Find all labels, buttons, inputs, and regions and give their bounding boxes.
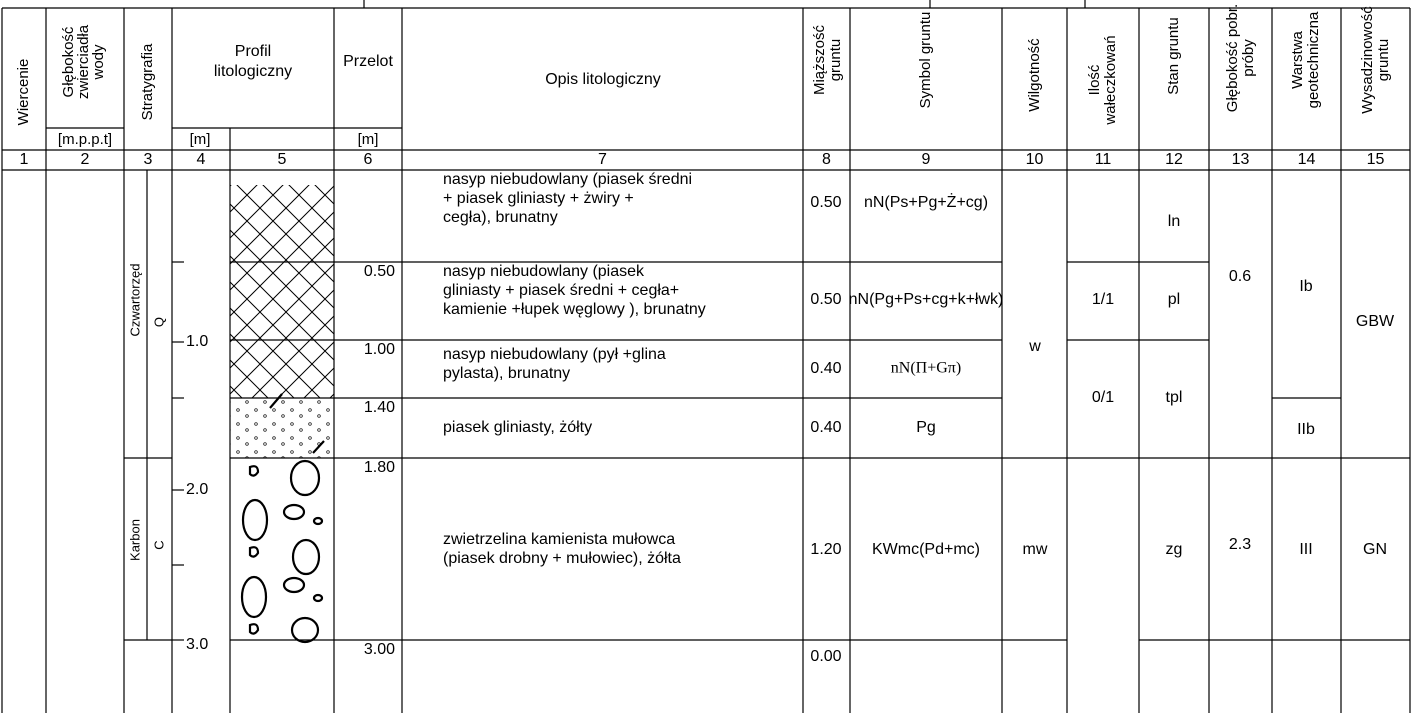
lithology-text: gliniasty + piasek średni + cegła+ bbox=[443, 282, 679, 299]
fill-pattern-sand bbox=[230, 398, 334, 458]
header-title: wałeczkowań bbox=[1102, 35, 1119, 125]
soil-symbol: KWmc(Pd+mc) bbox=[872, 541, 980, 558]
column-number: 12 bbox=[1165, 151, 1183, 168]
header-title: Głębokość pobr. bbox=[1224, 4, 1241, 112]
frost-class: GBW bbox=[1356, 313, 1395, 330]
header-title: geotechniczna bbox=[1305, 11, 1322, 108]
header-title: Profil bbox=[235, 43, 271, 60]
header-title: Warstwa bbox=[1289, 30, 1306, 88]
roll-count: 1/1 bbox=[1092, 291, 1114, 308]
header-title: Wilgotność bbox=[1026, 38, 1043, 112]
thickness: 0.40 bbox=[810, 360, 841, 377]
interval-top: 1.00 bbox=[364, 341, 395, 358]
fill-pattern-embankment bbox=[230, 185, 334, 398]
lithology-text: nasyp niebudowlany (piasek średni bbox=[443, 171, 692, 188]
soil-symbol: nN(Π+Gπ) bbox=[891, 360, 961, 377]
thickness: 0.50 bbox=[810, 291, 841, 308]
header-title: Miąższość bbox=[811, 24, 828, 95]
header-title: Przelot bbox=[343, 53, 393, 70]
depth-label: 1.0 bbox=[186, 333, 208, 350]
column-number: 7 bbox=[598, 151, 607, 168]
header-title: Stan gruntu bbox=[1165, 17, 1182, 95]
sample-depth: 2.3 bbox=[1229, 536, 1251, 553]
geotechnical-layer: Ib bbox=[1299, 278, 1312, 295]
column-number: 1 bbox=[20, 151, 29, 168]
column-number: 8 bbox=[822, 151, 831, 168]
borehole-log: WiercenieGłębokośćzwierciadławodyStratyg… bbox=[0, 0, 1417, 713]
header-title: gruntu bbox=[827, 39, 844, 82]
depth-label: 3.0 bbox=[186, 636, 208, 653]
stratigraphy-name: Karbon bbox=[127, 519, 142, 561]
interval-top: 3.00 bbox=[364, 641, 395, 658]
thickness: 1.20 bbox=[810, 541, 841, 558]
soil-symbol: Pg bbox=[916, 419, 936, 436]
header-unit: [m.p.p.t] bbox=[58, 131, 112, 148]
moisture: w bbox=[1028, 338, 1041, 355]
geotechnical-layer: IIb bbox=[1297, 421, 1315, 438]
column-number: 6 bbox=[364, 151, 373, 168]
soil-state: zg bbox=[1166, 541, 1183, 558]
header-title: Wysadzinowość bbox=[1359, 6, 1376, 114]
column-number: 5 bbox=[278, 151, 287, 168]
header-title: Symbol gruntu bbox=[917, 12, 934, 109]
header-unit: [m] bbox=[358, 131, 379, 148]
lithology-text: pylasta), brunatny bbox=[443, 365, 570, 382]
sample-depth: 0.6 bbox=[1229, 268, 1251, 285]
thickness: 0.40 bbox=[810, 419, 841, 436]
header-title: wody bbox=[90, 44, 107, 81]
interval-top: 1.80 bbox=[364, 459, 395, 476]
page: WiercenieGłębokośćzwierciadławodyStratyg… bbox=[0, 0, 1417, 713]
stratigraphy-symbol: Q bbox=[151, 317, 166, 327]
soil-state: tpl bbox=[1166, 389, 1183, 406]
background bbox=[0, 0, 1417, 713]
header-unit: [m] bbox=[190, 131, 211, 148]
column-number: 4 bbox=[197, 151, 206, 168]
soil-symbol: nN(Ps+Pg+Ż+cg) bbox=[864, 192, 988, 211]
lithology-text: piasek gliniasty, żółty bbox=[443, 419, 592, 436]
soil-symbol: nN(Pg+Ps+cg+k+łwk) bbox=[849, 291, 1004, 308]
soil-state: pl bbox=[1168, 291, 1180, 308]
column-number: 14 bbox=[1298, 151, 1316, 168]
header-title: Ilość bbox=[1086, 64, 1103, 95]
lithology-text: zwietrzelina kamienista mułowca bbox=[443, 531, 675, 548]
column-number: 3 bbox=[144, 151, 153, 168]
thickness: 0.00 bbox=[810, 648, 841, 665]
depth-label: 2.0 bbox=[186, 481, 208, 498]
column-number: 11 bbox=[1095, 151, 1112, 168]
lithology-text: cegła), brunatny bbox=[443, 209, 558, 226]
column-number: 13 bbox=[1232, 151, 1250, 168]
thickness: 0.50 bbox=[810, 194, 841, 211]
soil-state: ln bbox=[1168, 213, 1180, 230]
lithology-text: nasyp niebudowlany (pył +glina bbox=[443, 346, 666, 363]
stratigraphy-symbol: C bbox=[151, 540, 166, 549]
header-title: próby bbox=[1240, 39, 1257, 77]
stratigraphy-name: Czwartorzęd bbox=[127, 264, 142, 337]
interval-top: 0.50 bbox=[364, 263, 395, 280]
lithology-text: kamienie +łupek węglowy ), brunatny bbox=[443, 301, 706, 318]
moisture: mw bbox=[1023, 541, 1048, 558]
interval-top: 1.40 bbox=[364, 399, 395, 416]
header-title: Stratygrafia bbox=[139, 43, 156, 120]
frost-class: GN bbox=[1363, 541, 1387, 558]
column-number: 2 bbox=[81, 151, 90, 168]
header-title: Opis litologiczny bbox=[545, 71, 661, 88]
roll-count: 0/1 bbox=[1092, 389, 1114, 406]
geotechnical-layer: III bbox=[1299, 541, 1312, 558]
column-number: 10 bbox=[1026, 151, 1044, 168]
column-number: 15 bbox=[1367, 151, 1385, 168]
lithology-text: (piasek drobny + mułowiec), żółta bbox=[443, 550, 681, 567]
lithology-text: + piasek gliniasty + żwiry + bbox=[443, 190, 634, 207]
header-title: gruntu bbox=[1375, 39, 1392, 82]
header-title: litologiczny bbox=[214, 63, 292, 80]
lithology-text: nasyp niebudowlany (piasek bbox=[443, 263, 645, 280]
header-title: Wiercenie bbox=[15, 59, 32, 126]
column-number: 9 bbox=[922, 151, 931, 168]
